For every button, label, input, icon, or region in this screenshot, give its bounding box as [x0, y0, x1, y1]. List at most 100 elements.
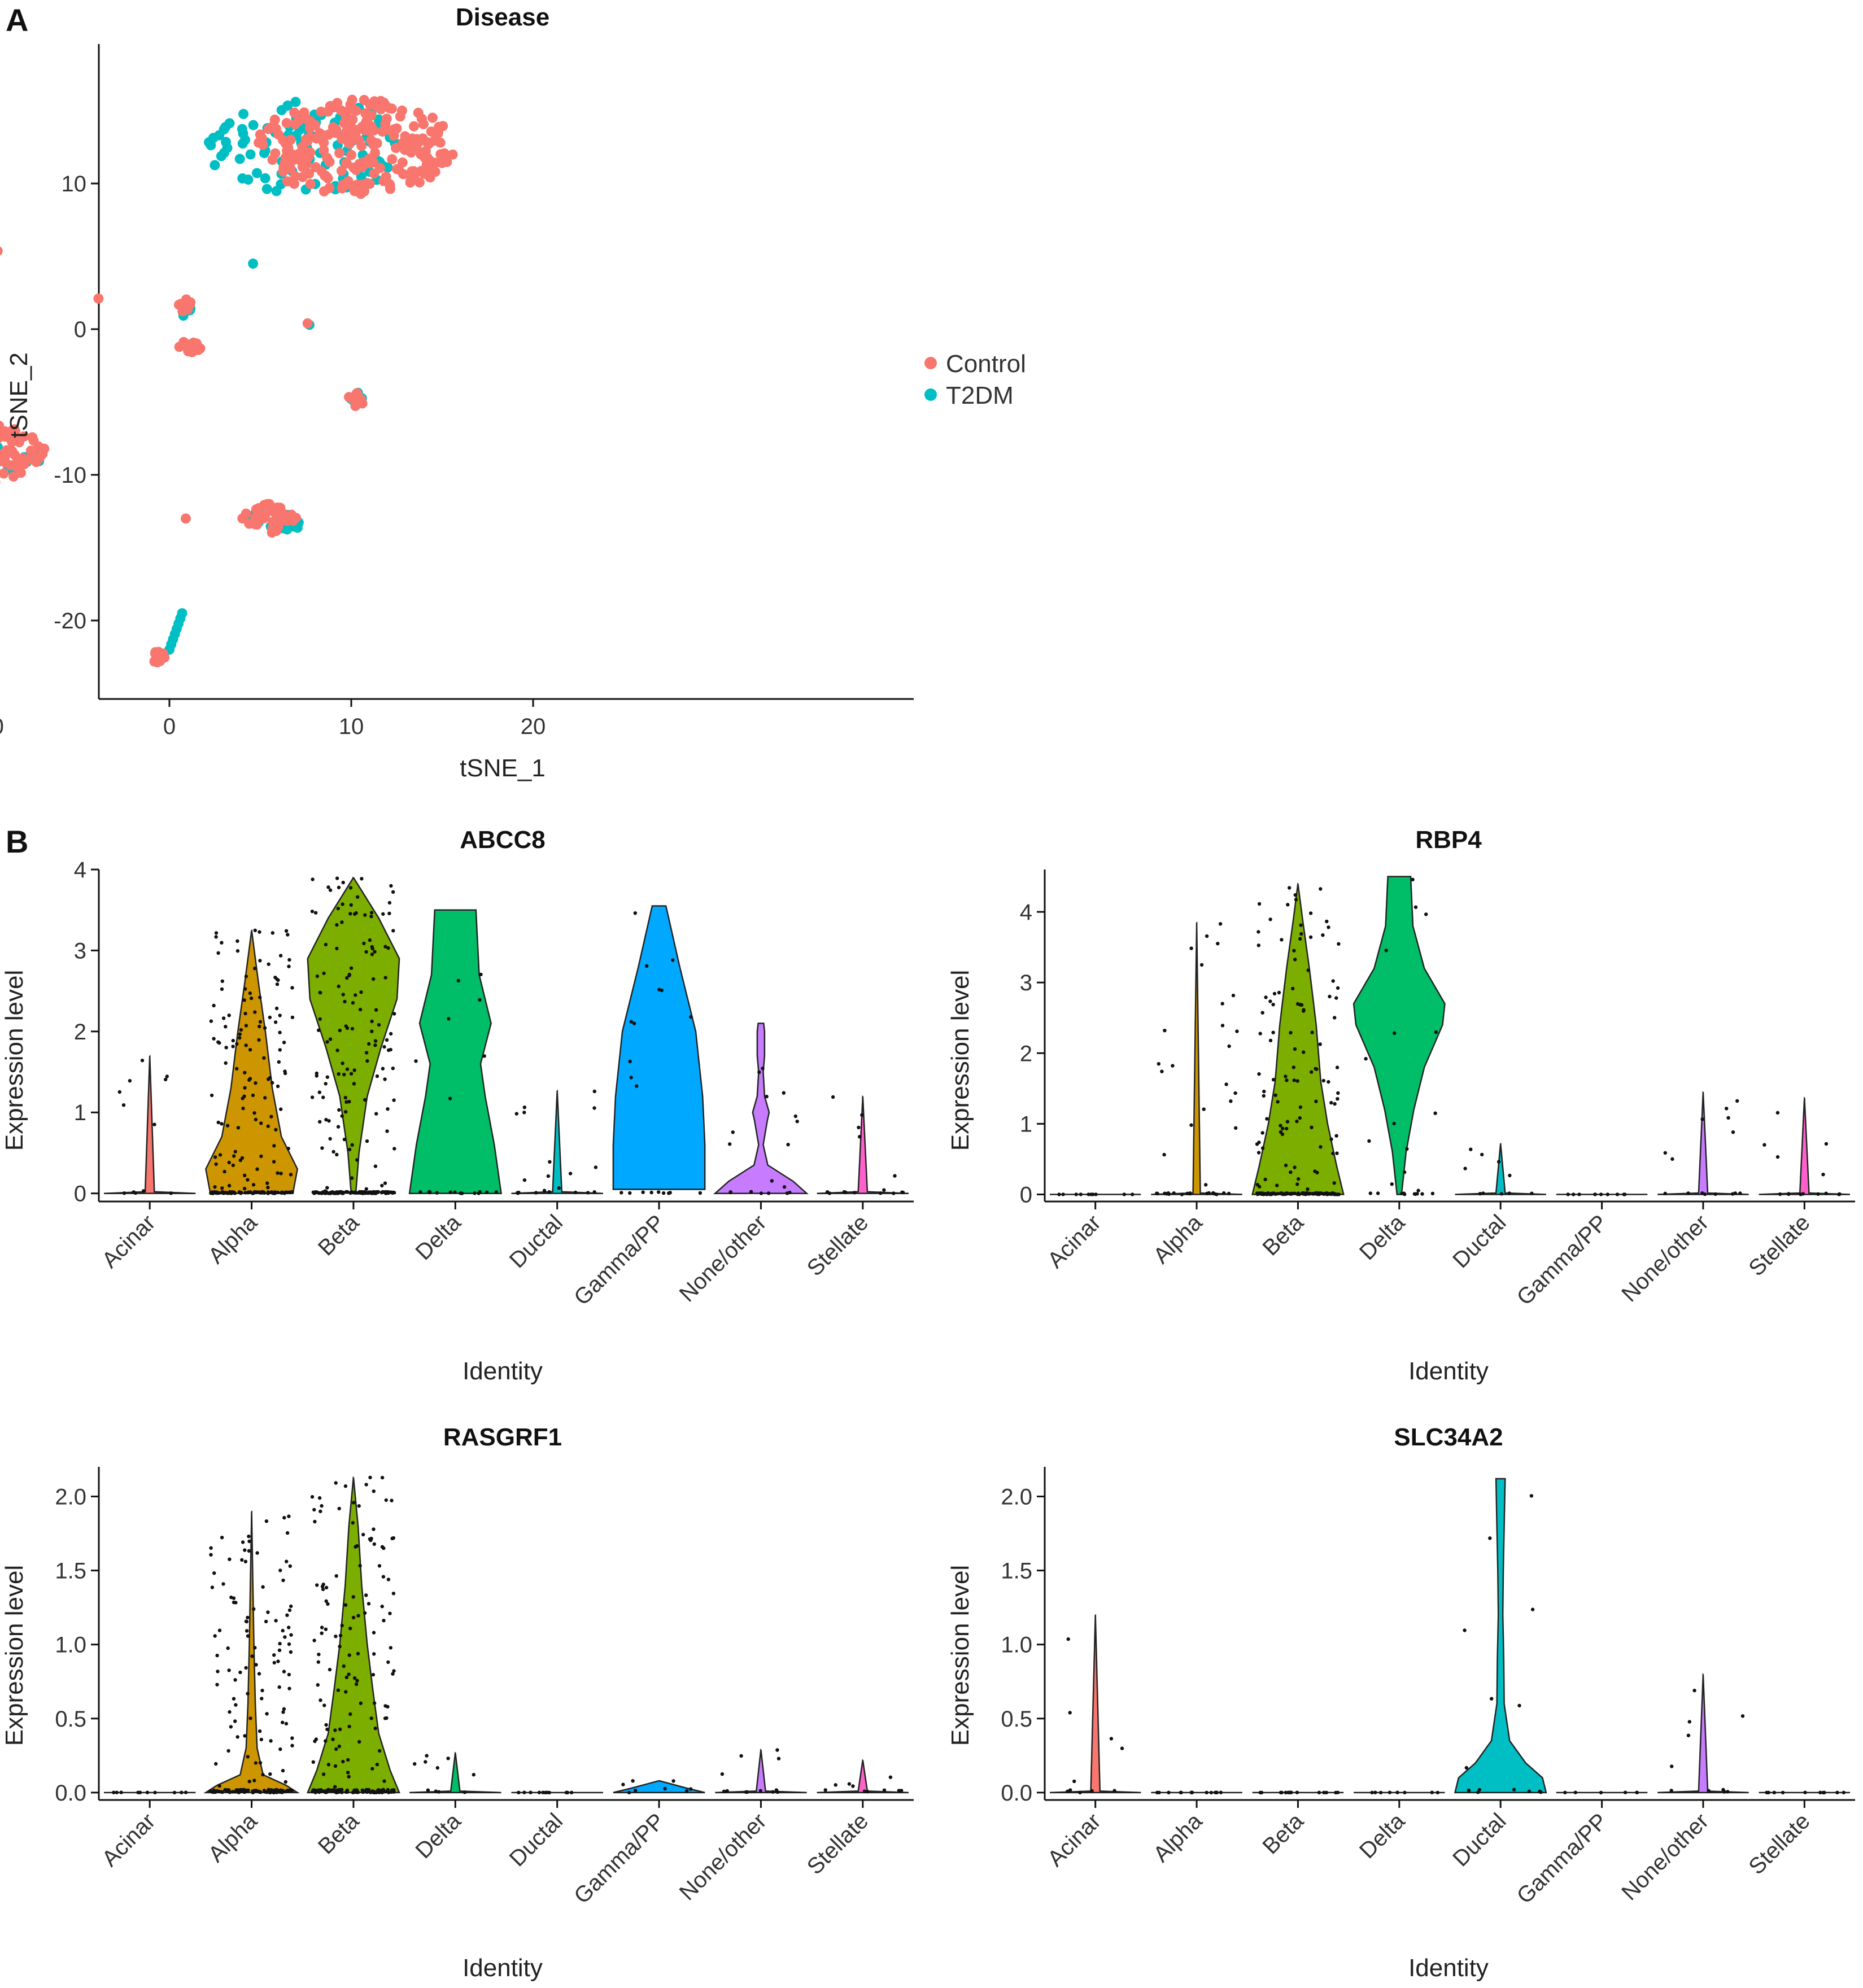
violin-point — [354, 1682, 359, 1686]
violin-point — [542, 1189, 547, 1192]
violin-point — [224, 1046, 228, 1050]
violin-point — [258, 1020, 263, 1024]
violin-point — [278, 1568, 282, 1572]
violin-point — [331, 1789, 335, 1793]
violin-point — [788, 1190, 792, 1195]
violin-point — [1508, 1173, 1512, 1178]
violin-point — [1496, 1160, 1501, 1164]
violin-point — [265, 1712, 269, 1716]
violin-point — [325, 1186, 329, 1190]
violin-point — [244, 1024, 248, 1028]
violin-y-tick-label: 2 — [1020, 1041, 1032, 1066]
tsne-point-t2dm — [238, 108, 249, 119]
violin-point — [1229, 1099, 1233, 1103]
violin-point — [370, 1767, 374, 1771]
violin-shape — [817, 1095, 909, 1194]
tsne-point-t2dm — [210, 160, 220, 171]
violin-point — [326, 1602, 330, 1606]
violin-point — [522, 1111, 526, 1115]
violin-point — [1778, 1192, 1782, 1196]
violin-point — [262, 1789, 267, 1793]
panel-a-label: A — [6, 2, 28, 38]
violin-point — [391, 1536, 395, 1540]
violin-point — [1260, 1131, 1264, 1135]
violin-point — [241, 1540, 245, 1544]
violin-point — [391, 1190, 395, 1194]
violin-point — [1327, 1080, 1330, 1084]
violin-point — [1842, 1790, 1845, 1794]
violin-point — [1775, 1155, 1780, 1159]
violin-point — [373, 1039, 378, 1043]
violin-x-label-abcc8: Identity — [463, 1357, 543, 1385]
violin-point — [251, 1093, 255, 1098]
violin-point — [269, 1739, 273, 1743]
violin-point — [1273, 1093, 1277, 1098]
violin-point — [180, 1790, 184, 1794]
tsne-point-control — [156, 649, 167, 659]
violin-y-tick-label: 3 — [74, 938, 86, 963]
violin-point — [1433, 1111, 1437, 1115]
violin-point — [373, 950, 377, 954]
violin-point — [1816, 1192, 1820, 1196]
violin-point — [311, 1760, 315, 1764]
violin-point — [231, 1045, 235, 1048]
violin-point — [1299, 932, 1303, 936]
violin-point — [1066, 1789, 1070, 1793]
tsne-point-control — [385, 183, 395, 194]
violin-point — [685, 1789, 689, 1793]
violin-point — [897, 1789, 901, 1793]
violin-point — [272, 1661, 276, 1664]
violin-point — [287, 1686, 291, 1690]
violin-point — [272, 1144, 276, 1148]
violin-point — [1488, 1536, 1492, 1540]
violin-point — [288, 1564, 292, 1568]
violin-point — [283, 1071, 287, 1076]
violin-point — [1289, 1170, 1293, 1174]
violin-point — [1157, 1062, 1160, 1066]
violin-point — [216, 951, 220, 955]
violin-category-label: Acinar — [1043, 1210, 1106, 1273]
violin-point — [257, 1190, 261, 1194]
violin-point — [635, 1084, 639, 1088]
violin-point — [435, 1766, 439, 1770]
violin-category-label: Beta — [1258, 1210, 1308, 1261]
tsne-point-t2dm — [260, 173, 270, 183]
violin-point — [731, 1130, 735, 1134]
violin-point — [254, 1761, 258, 1765]
violin-point — [689, 1015, 693, 1019]
violin-point — [339, 1190, 343, 1194]
violin-point — [1367, 1139, 1371, 1143]
violin-point — [373, 1043, 377, 1047]
violin-point — [641, 1190, 645, 1194]
violin-point — [1292, 1078, 1296, 1082]
violin-point — [380, 1475, 385, 1480]
violin-point — [266, 1191, 270, 1195]
tsne-point-control — [360, 108, 371, 119]
violin-point — [358, 1007, 363, 1012]
violin-point — [229, 1595, 233, 1600]
violin-point — [1821, 1790, 1825, 1795]
violin-point — [372, 1527, 376, 1531]
violin-point — [592, 1106, 596, 1110]
violin-point — [1295, 1182, 1299, 1186]
violin-point — [522, 1106, 526, 1109]
violin-shape — [1251, 882, 1345, 1195]
violin-point — [1735, 1099, 1739, 1103]
violin-y-tick-label: 0.5 — [55, 1707, 86, 1732]
violin-point — [220, 1191, 224, 1195]
violin-point — [1824, 1142, 1829, 1146]
violin-shape — [203, 1510, 300, 1794]
violin-point — [1120, 1746, 1124, 1750]
violin-point — [546, 1174, 551, 1178]
violin-point — [663, 1786, 667, 1791]
violin-point — [1220, 1002, 1224, 1006]
violin-point — [278, 1030, 282, 1034]
tsne-title: Disease — [456, 3, 549, 31]
violin-point — [245, 1629, 249, 1633]
violin-point — [1301, 1191, 1304, 1195]
violin-point — [369, 914, 373, 919]
violin-point — [334, 1574, 338, 1578]
violin-point — [284, 929, 289, 933]
violin-point — [119, 1790, 123, 1794]
violin-point — [257, 1672, 261, 1676]
